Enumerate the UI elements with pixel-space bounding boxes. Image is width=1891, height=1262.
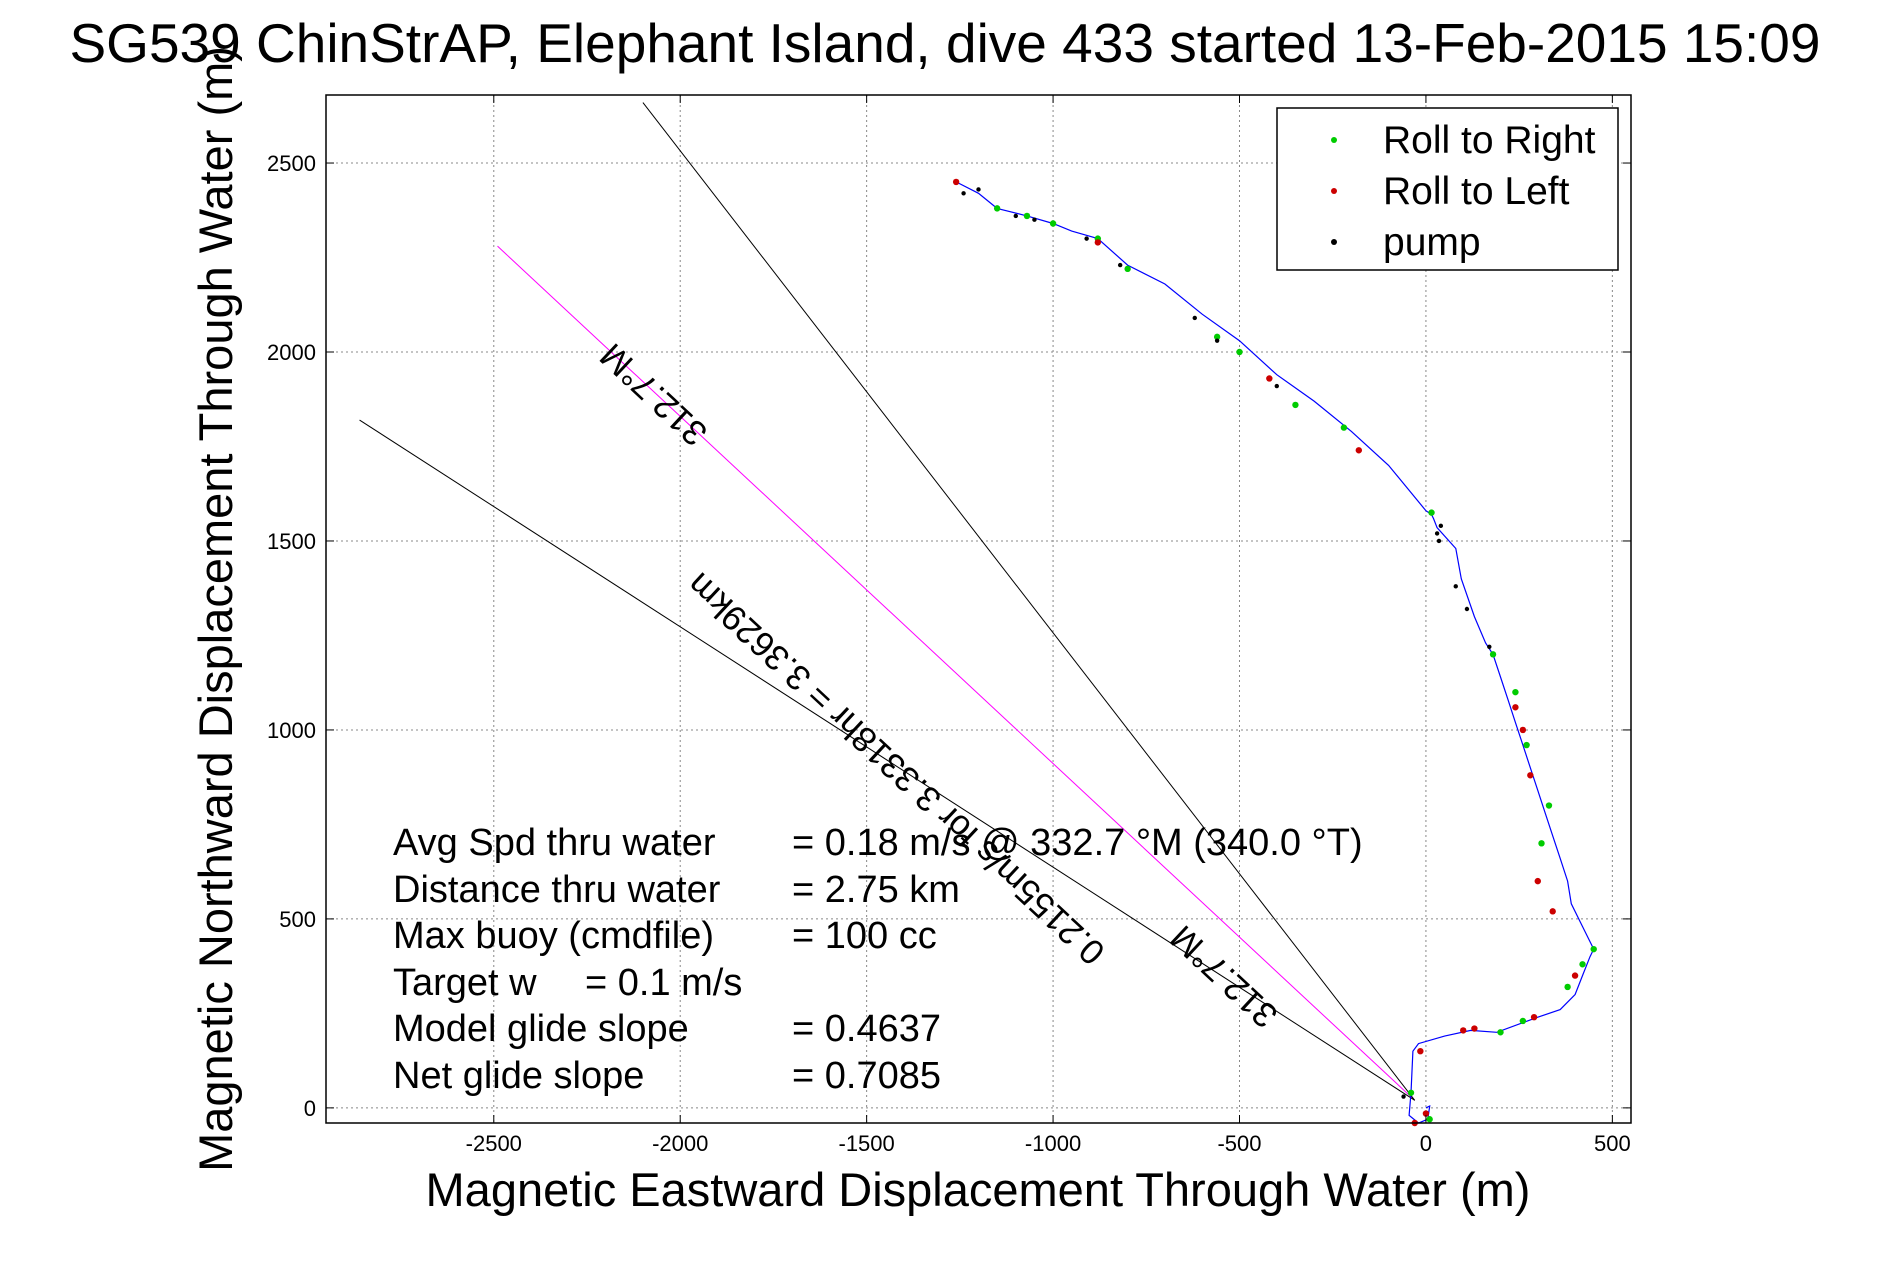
roll-left-point: [1460, 1027, 1467, 1034]
roll-left-point: [1471, 1025, 1478, 1032]
ticks: -2500 -2000 -1500 -1000 -500 0 500 0 500 1000 1500…: [267, 95, 1631, 1156]
pump-point: [1434, 531, 1440, 536]
pump-point: [976, 187, 981, 192]
roll-right-point: [1292, 401, 1299, 409]
y-tick-label: 1500: [267, 529, 316, 554]
roll-right-point: [1124, 265, 1131, 273]
roll-right-point: [1538, 840, 1545, 847]
roll-right-point: [1426, 1116, 1433, 1123]
markers: [952, 178, 1597, 1127]
legend: Roll to Right Roll to Left pump: [1276, 107, 1619, 271]
roll-right-point: [1545, 802, 1553, 809]
pump-point: [1117, 262, 1123, 268]
x-tick-label: 0: [1420, 1131, 1432, 1156]
roll-left-point: [1571, 972, 1579, 979]
y-tick-label: 500: [279, 907, 316, 932]
stats-label: Max buoy (cmdfile): [393, 915, 714, 957]
roll-left-point: [1266, 375, 1273, 382]
legend-marker: [1331, 188, 1337, 194]
reference-line: [642, 102, 1416, 1101]
roll-right-point: [1340, 424, 1348, 431]
x-tick-label: -2500: [466, 1131, 522, 1156]
roll-left-point: [1519, 726, 1527, 734]
stats-value: = 0.1 m/s: [585, 962, 742, 1004]
x-tick-label: -1500: [839, 1131, 895, 1156]
stats-label: Target w: [393, 962, 537, 1004]
roll-left-point: [1417, 1047, 1424, 1055]
roll-right-point: [1564, 983, 1571, 991]
pump-point: [1487, 644, 1492, 649]
roll-left-point: [1530, 1013, 1538, 1021]
stats-value: = 0.7085: [792, 1055, 941, 1097]
stats-label: Model glide slope: [393, 1008, 689, 1050]
reference-line: [359, 419, 1416, 1101]
roll-right-point: [1407, 1089, 1415, 1096]
pump-point: [1401, 1094, 1406, 1099]
stats-value: = 0.18 m/s @ 332.7 °M (340.0 °T): [792, 822, 1363, 864]
stats-box: Avg Spd thru water = 0.18 m/s @ 332.7 °M …: [393, 822, 1363, 1097]
roll-right-point: [1497, 1029, 1504, 1036]
legend-label: Roll to Right: [1383, 119, 1596, 162]
pump-point: [1438, 523, 1444, 529]
legend-marker: [1331, 137, 1337, 143]
roll-left-point: [1549, 908, 1556, 915]
roll-right-point: [1512, 688, 1519, 696]
roll-right-point: [1519, 1017, 1527, 1025]
roll-right-point: [1489, 651, 1497, 658]
x-tick-label: -500: [1217, 1131, 1261, 1156]
roll-left-point: [1355, 447, 1363, 454]
y-tick-label: 2500: [267, 151, 316, 176]
roll-right-point: [1236, 348, 1243, 356]
pump-point: [1464, 606, 1470, 612]
stats-label: Avg Spd thru water: [393, 822, 716, 864]
pump-point: [1436, 538, 1442, 544]
reference-lines: [359, 102, 1416, 1101]
x-axis-label: Magnetic Eastward Displacement Through W…: [426, 1163, 1531, 1216]
stats-label: Distance thru water: [393, 869, 721, 911]
roll-right-point: [1049, 220, 1057, 227]
pump-point: [1032, 217, 1037, 222]
pump-point: [961, 191, 966, 196]
roll-right-point: [1579, 961, 1586, 968]
stats-value: = 0.4637: [792, 1008, 941, 1050]
y-tick-label: 0: [304, 1096, 316, 1121]
reference-line: [497, 245, 1416, 1101]
roll-left-point: [1094, 239, 1102, 246]
pump-point: [1274, 383, 1279, 389]
roll-left-point: [1422, 1110, 1430, 1117]
stats-label: Net glide slope: [393, 1055, 644, 1097]
roll-right-point: [1428, 509, 1435, 516]
pump-point: [1013, 213, 1018, 219]
roll-left-point: [1512, 704, 1519, 711]
legend-label: Roll to Left: [1383, 170, 1570, 213]
roll-left-point: [952, 178, 960, 186]
chart-title: SG539 ChinStrAP, Elephant Island, dive 4…: [70, 12, 1821, 74]
y-tick-label: 1000: [267, 718, 316, 743]
roll-right-point: [1523, 741, 1530, 749]
pump-point: [1214, 338, 1220, 343]
stats-value: = 2.75 km: [792, 869, 960, 911]
y-tick-label: 2000: [267, 340, 316, 365]
x-tick-label: 500: [1594, 1131, 1631, 1156]
plot-frame: [325, 94, 1632, 1124]
roll-right-point: [1213, 333, 1221, 341]
roll-left-point: [1527, 772, 1534, 779]
x-tick-label: -1000: [1025, 1131, 1081, 1156]
roll-right-point: [1023, 212, 1031, 220]
x-tick-label: -2000: [652, 1131, 708, 1156]
pump-point: [1192, 315, 1197, 321]
stats-value: = 100 cc: [792, 915, 937, 957]
y-axis-label: Magnetic Northward Displacement Through …: [189, 46, 242, 1172]
pump-point: [1084, 236, 1089, 241]
roll-right-point: [993, 205, 1001, 212]
roll-left-point: [1534, 877, 1541, 885]
legend-label: pump: [1383, 221, 1481, 264]
legend-marker: [1331, 239, 1337, 245]
pump-point: [1453, 584, 1458, 589]
roll-right-point: [1590, 945, 1597, 953]
